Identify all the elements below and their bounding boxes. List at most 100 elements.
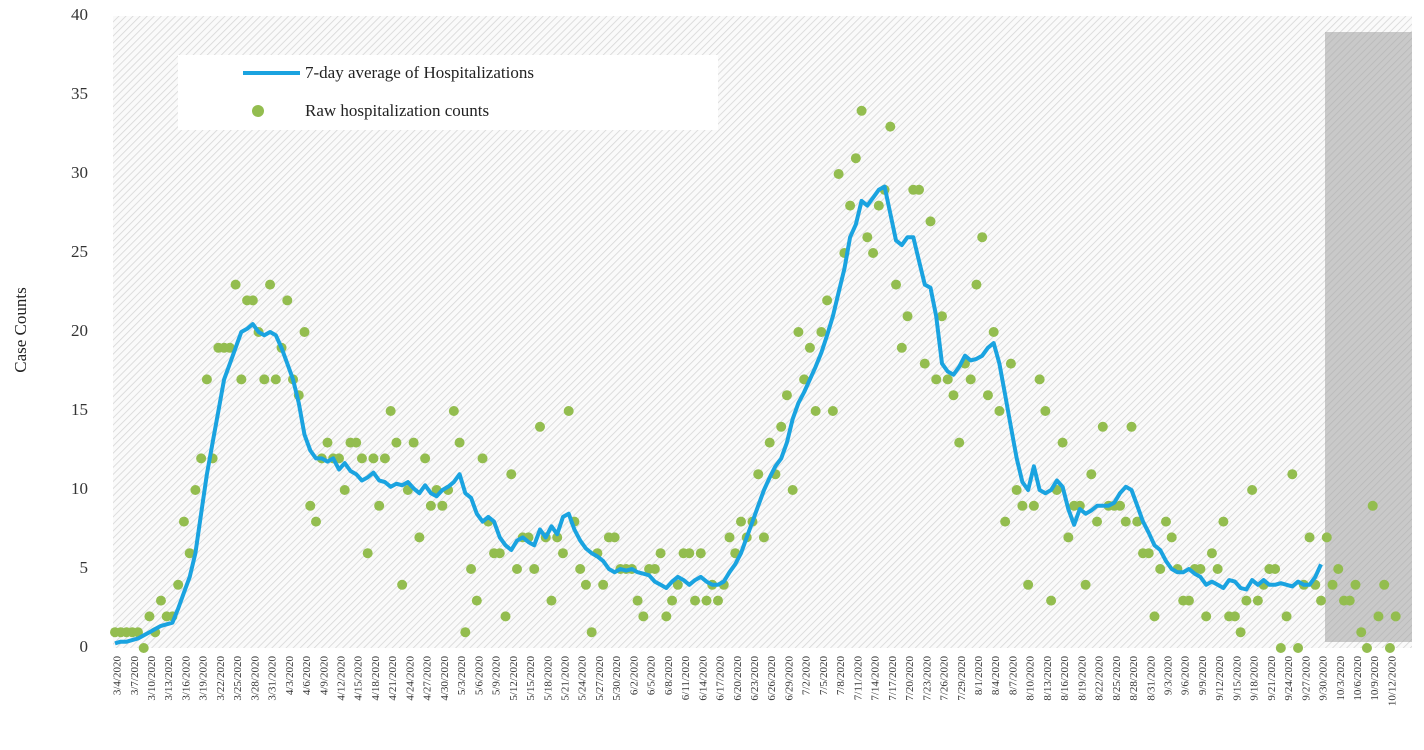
x-tick-label: 4/24/2020	[404, 656, 416, 701]
data-point	[155, 595, 166, 606]
data-point	[1241, 595, 1252, 606]
x-tick-label: 3/25/2020	[232, 656, 244, 701]
data-point	[1034, 374, 1045, 385]
x-tick-label: 8/7/2020	[1007, 656, 1019, 696]
x-tick-label: 5/9/2020	[491, 656, 503, 696]
data-point	[862, 232, 873, 243]
data-point	[299, 327, 310, 337]
x-tick-label: 10/9/2020	[1369, 656, 1381, 701]
data-point	[1293, 643, 1304, 653]
x-tick-label: 6/26/2020	[766, 656, 778, 701]
x-tick-label: 4/27/2020	[422, 656, 434, 701]
legend-label: Raw hospitalization counts	[305, 101, 489, 120]
x-tick-label: 9/18/2020	[1249, 656, 1261, 701]
data-point	[1046, 595, 1057, 606]
x-tick-label: 4/21/2020	[387, 656, 399, 701]
x-tick-label: 9/30/2020	[1318, 656, 1330, 701]
data-point	[965, 374, 976, 385]
data-point	[1057, 437, 1068, 448]
data-point	[988, 327, 999, 337]
x-tick-label: 6/11/2020	[680, 656, 692, 701]
x-tick-label: 5/27/2020	[594, 656, 606, 701]
data-point	[919, 358, 930, 369]
data-point	[477, 453, 488, 464]
y-tick-label: 0	[80, 637, 89, 656]
data-point	[552, 532, 563, 543]
data-point	[1206, 548, 1217, 559]
data-point	[1327, 579, 1338, 590]
data-point	[1229, 611, 1240, 622]
data-point	[684, 548, 695, 559]
data-point	[1235, 627, 1246, 638]
data-point	[529, 564, 540, 574]
x-tick-label: 8/1/2020	[973, 656, 985, 696]
data-point	[1373, 611, 1384, 622]
x-tick-label: 6/29/2020	[783, 656, 795, 701]
data-point	[833, 169, 844, 179]
data-point	[1126, 421, 1137, 432]
data-point	[850, 153, 861, 164]
data-point	[1201, 611, 1212, 622]
y-tick-label: 35	[71, 84, 88, 103]
x-tick-label: 7/29/2020	[956, 656, 968, 701]
data-point	[351, 437, 362, 448]
data-point	[925, 216, 936, 227]
data-point	[466, 564, 477, 574]
data-point	[690, 595, 701, 606]
x-tick-label: 4/6/2020	[301, 656, 313, 696]
data-point	[1040, 406, 1051, 416]
x-tick-label: 7/14/2020	[870, 656, 882, 701]
data-point	[385, 406, 396, 416]
data-point	[586, 627, 597, 638]
data-point	[282, 295, 293, 306]
x-tick-label: 6/23/2020	[749, 656, 761, 701]
data-point	[1074, 500, 1085, 511]
data-point	[1132, 516, 1143, 527]
data-point	[977, 232, 988, 243]
data-point	[885, 121, 896, 132]
data-point	[1195, 564, 1206, 574]
data-point	[787, 485, 798, 495]
data-point	[649, 564, 660, 574]
data-point	[1005, 358, 1016, 369]
data-point	[1120, 516, 1131, 527]
x-tick-label: 7/5/2020	[818, 656, 830, 696]
y-axis-label: Case Counts	[11, 287, 30, 372]
data-point	[305, 500, 316, 511]
x-tick-label: 5/12/2020	[508, 656, 520, 701]
data-point	[1080, 579, 1091, 590]
data-point	[1247, 485, 1258, 495]
x-tick-label: 7/23/2020	[921, 656, 933, 701]
x-tick-label: 3/22/2020	[215, 656, 227, 701]
x-tick-label: 9/27/2020	[1300, 656, 1312, 701]
x-tick-label: 8/19/2020	[1076, 656, 1088, 701]
legend-label: 7-day average of Hospitalizations	[305, 63, 534, 82]
data-point	[701, 595, 712, 606]
data-point	[661, 611, 672, 622]
data-point	[1270, 564, 1281, 574]
data-point	[1316, 595, 1327, 606]
x-tick-label: 3/31/2020	[267, 656, 279, 701]
data-point	[356, 453, 367, 464]
data-point	[822, 295, 833, 306]
x-tick-label: 8/16/2020	[1059, 656, 1071, 701]
x-tick-label: 4/18/2020	[370, 656, 382, 701]
x-tick-label: 8/28/2020	[1128, 656, 1140, 701]
data-point	[460, 627, 471, 638]
shaded-region	[1325, 32, 1412, 642]
x-tick-label: 6/20/2020	[732, 656, 744, 701]
x-tick-label: 8/31/2020	[1145, 656, 1157, 701]
data-point	[190, 485, 201, 495]
data-point	[1304, 532, 1315, 543]
data-point	[873, 200, 884, 211]
average-line	[114, 184, 1323, 646]
data-point	[420, 453, 431, 464]
x-tick-label: 7/2/2020	[801, 656, 813, 696]
data-point	[512, 564, 523, 574]
data-point	[534, 421, 545, 432]
data-point	[1212, 564, 1223, 574]
x-tick-label: 5/24/2020	[577, 656, 589, 701]
data-point	[724, 532, 735, 543]
x-tick-label: 4/3/2020	[284, 656, 296, 696]
